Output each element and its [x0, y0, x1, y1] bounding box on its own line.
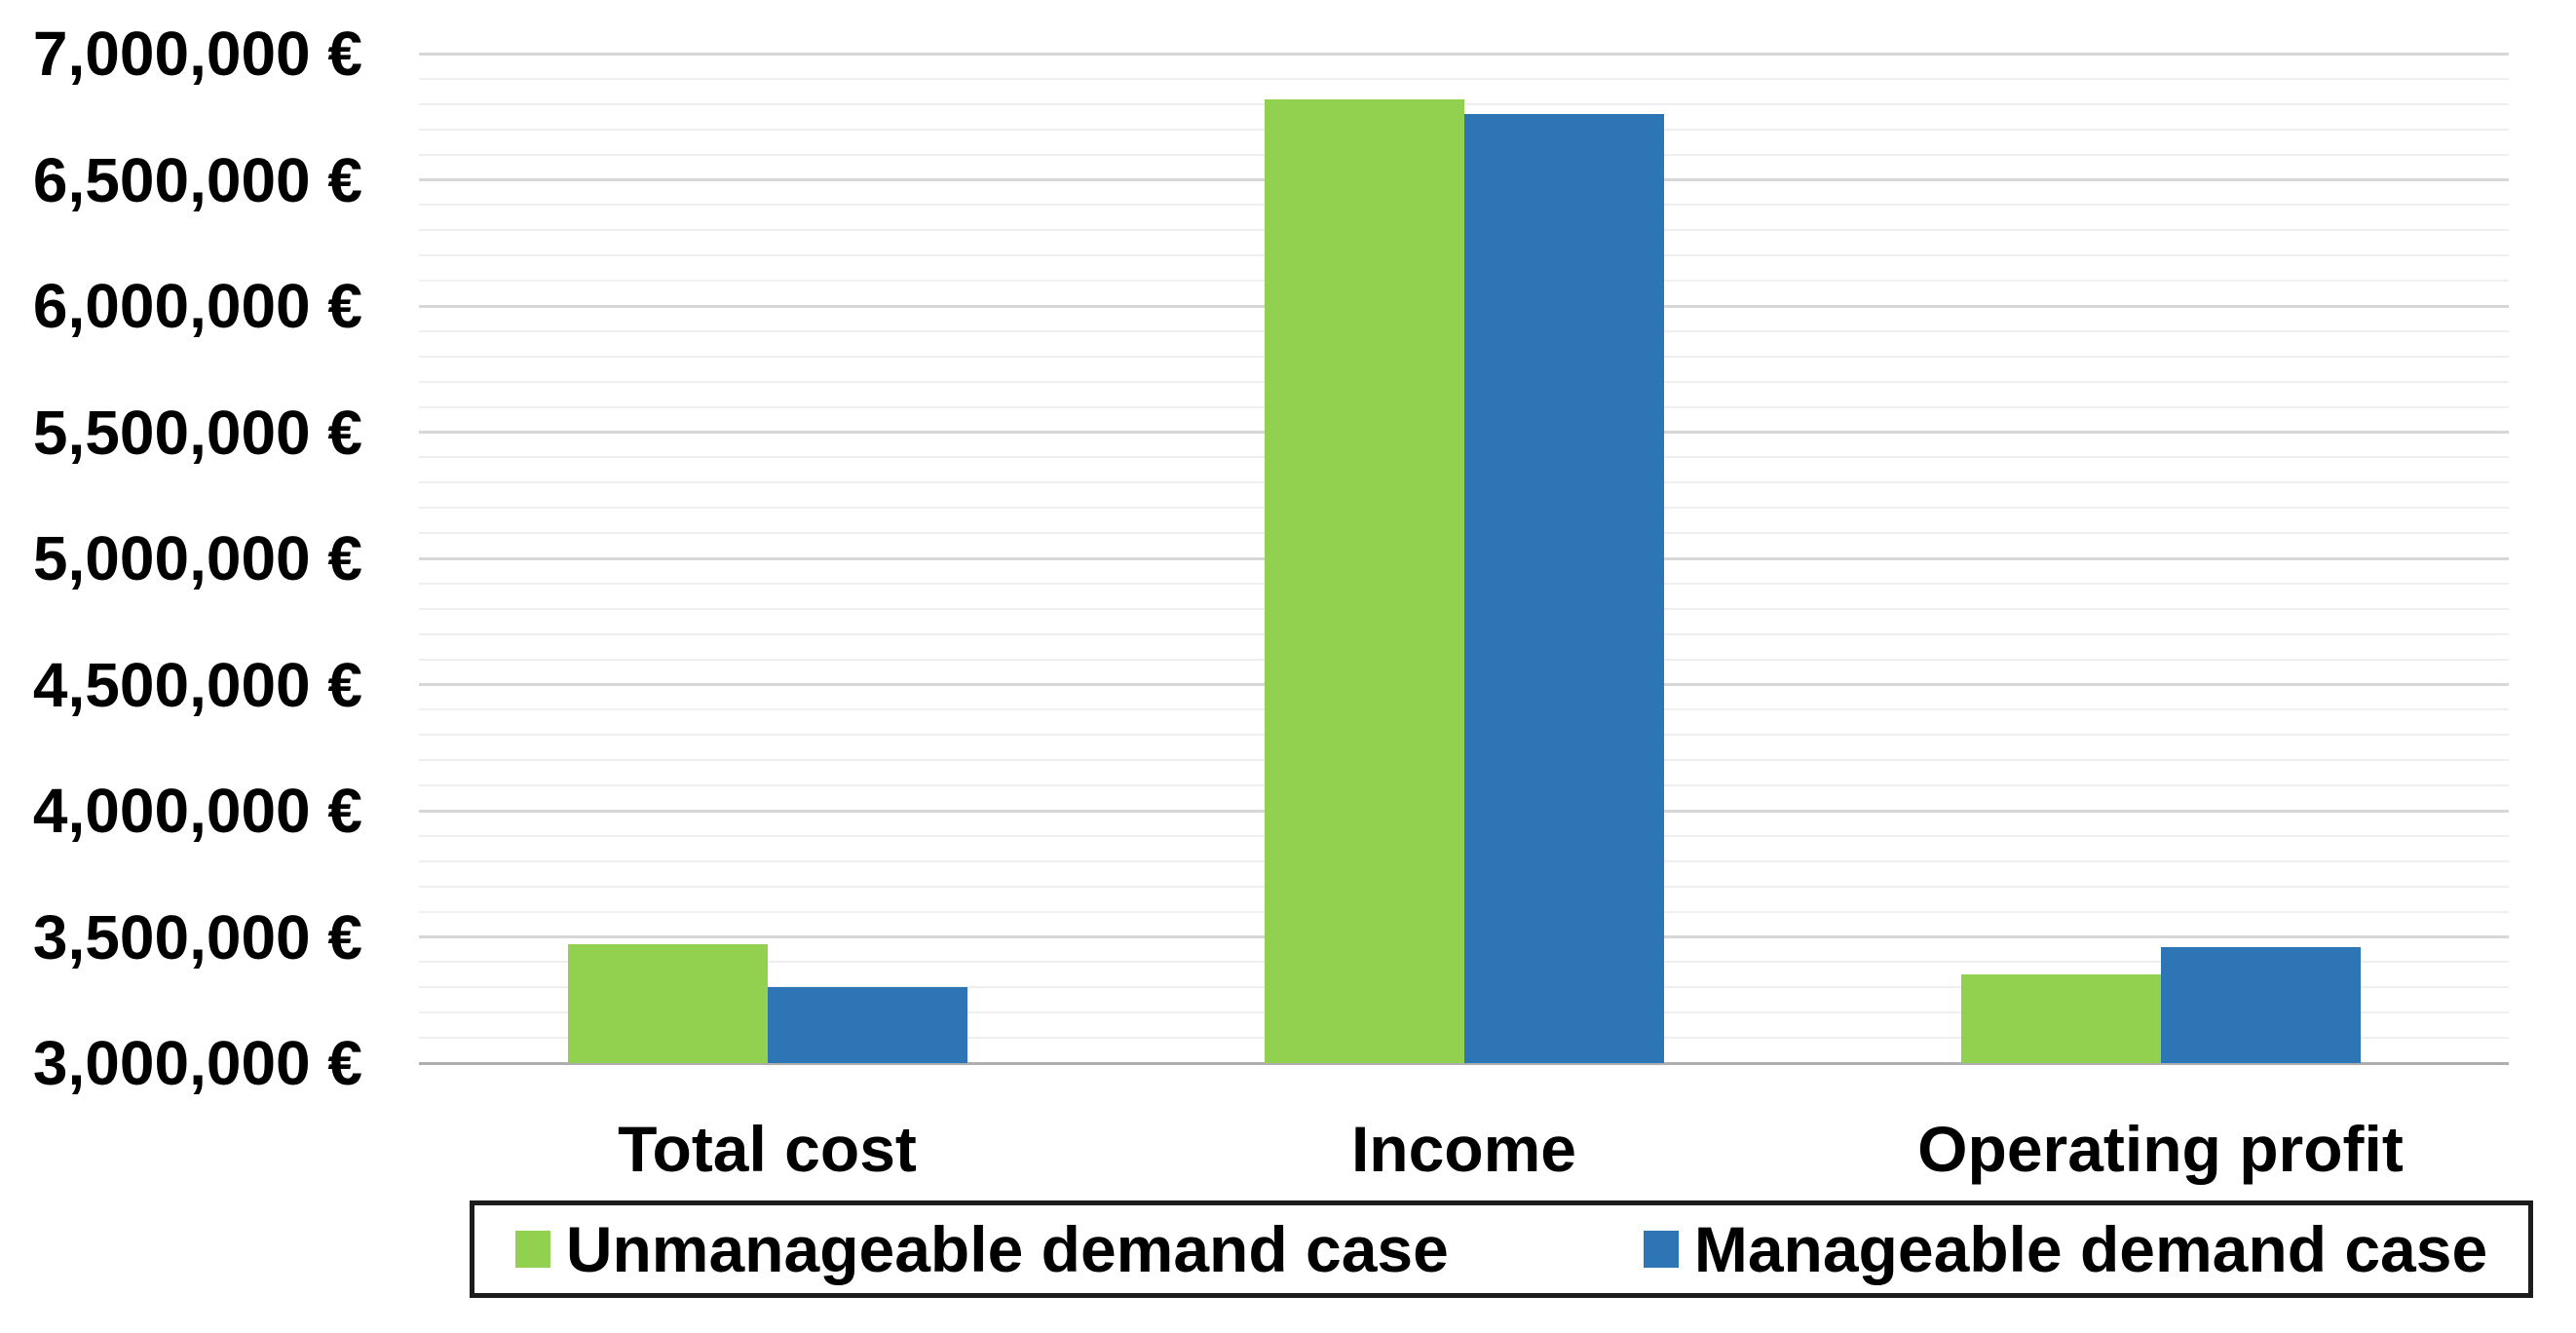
y-tick-label: 5,500,000 € [32, 397, 362, 468]
gridline-minor [419, 77, 2509, 80]
gridline-minor [419, 102, 2509, 105]
y-tick-label: 7,000,000 € [32, 19, 362, 89]
y-tick-label: 4,500,000 € [32, 649, 362, 720]
y-tick-label: 4,000,000 € [32, 776, 362, 846]
y-tick-label: 5,000,000 € [32, 523, 362, 593]
y-tick-label: 6,000,000 € [32, 271, 362, 341]
bar-series1-cat2 [1264, 98, 1464, 1063]
x-category-label: Total cost [618, 1113, 917, 1185]
x-category-label: Operating profit [1917, 1113, 2404, 1185]
y-tick-label: 3,500,000 € [32, 901, 362, 972]
legend-swatch-icon [514, 1231, 550, 1268]
legend-item-series1: Unmanageable demand case [514, 1212, 1449, 1286]
bar-series1-cat1 [567, 944, 768, 1063]
bar-series2-cat1 [767, 987, 967, 1063]
legend: Unmanageable demand case Manageable deman… [470, 1200, 2533, 1298]
bar-series1-cat3 [1960, 974, 2161, 1063]
y-tick-label: 6,500,000 € [32, 144, 362, 215]
gridline-major [419, 52, 2509, 56]
bar-series2-cat3 [2160, 946, 2361, 1063]
y-tick-label: 3,000,000 € [32, 1028, 362, 1098]
legend-label: Manageable demand case [1693, 1213, 2488, 1285]
legend-label: Unmanageable demand case [565, 1213, 1449, 1285]
x-category-label: Income [1350, 1113, 1577, 1185]
x-axis-line [419, 1062, 2509, 1065]
plot-area [419, 52, 2509, 1065]
legend-swatch-icon [1643, 1231, 1679, 1268]
bar-series2-cat2 [1463, 114, 1664, 1063]
legend-item-series2: Manageable demand case [1643, 1212, 2488, 1286]
